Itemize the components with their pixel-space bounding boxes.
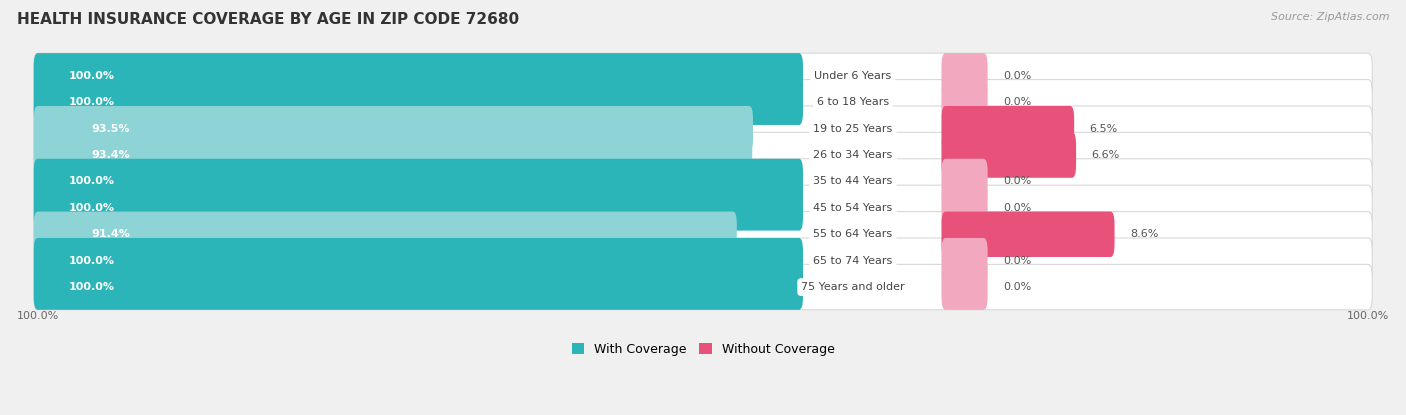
FancyBboxPatch shape — [942, 264, 987, 310]
Text: 0.0%: 0.0% — [1002, 97, 1031, 107]
Text: 93.5%: 93.5% — [91, 124, 129, 134]
FancyBboxPatch shape — [942, 80, 987, 125]
FancyBboxPatch shape — [34, 185, 1372, 231]
Text: HEALTH INSURANCE COVERAGE BY AGE IN ZIP CODE 72680: HEALTH INSURANCE COVERAGE BY AGE IN ZIP … — [17, 12, 519, 27]
FancyBboxPatch shape — [34, 238, 1372, 283]
FancyBboxPatch shape — [942, 238, 987, 283]
FancyBboxPatch shape — [34, 132, 1372, 178]
Text: 0.0%: 0.0% — [1002, 71, 1031, 81]
Text: 100.0%: 100.0% — [69, 176, 114, 186]
FancyBboxPatch shape — [34, 264, 803, 310]
Legend: With Coverage, Without Coverage: With Coverage, Without Coverage — [572, 343, 834, 356]
FancyBboxPatch shape — [34, 185, 803, 231]
Text: 100.0%: 100.0% — [69, 203, 114, 213]
Text: 100.0%: 100.0% — [69, 256, 114, 266]
Text: 91.4%: 91.4% — [91, 229, 131, 239]
FancyBboxPatch shape — [34, 212, 1372, 257]
Text: Under 6 Years: Under 6 Years — [814, 71, 891, 81]
FancyBboxPatch shape — [34, 53, 1372, 98]
FancyBboxPatch shape — [942, 185, 987, 231]
Text: 0.0%: 0.0% — [1002, 203, 1031, 213]
FancyBboxPatch shape — [34, 159, 803, 204]
Text: 0.0%: 0.0% — [1002, 256, 1031, 266]
FancyBboxPatch shape — [34, 53, 803, 98]
FancyBboxPatch shape — [942, 132, 1076, 178]
Text: 6 to 18 Years: 6 to 18 Years — [817, 97, 889, 107]
Text: 93.4%: 93.4% — [91, 150, 131, 160]
Text: 65 to 74 Years: 65 to 74 Years — [814, 256, 893, 266]
Text: 6.6%: 6.6% — [1091, 150, 1119, 160]
FancyBboxPatch shape — [34, 238, 803, 283]
Text: 0.0%: 0.0% — [1002, 282, 1031, 292]
FancyBboxPatch shape — [34, 159, 1372, 204]
FancyBboxPatch shape — [34, 80, 803, 125]
FancyBboxPatch shape — [34, 80, 1372, 125]
Text: 8.6%: 8.6% — [1130, 229, 1159, 239]
FancyBboxPatch shape — [34, 212, 737, 257]
Text: 100.0%: 100.0% — [69, 282, 114, 292]
Text: 0.0%: 0.0% — [1002, 176, 1031, 186]
Text: 100.0%: 100.0% — [69, 97, 114, 107]
FancyBboxPatch shape — [942, 159, 987, 204]
Text: 45 to 54 Years: 45 to 54 Years — [814, 203, 893, 213]
Text: Source: ZipAtlas.com: Source: ZipAtlas.com — [1271, 12, 1389, 22]
Text: 75 Years and older: 75 Years and older — [801, 282, 905, 292]
FancyBboxPatch shape — [34, 106, 754, 151]
FancyBboxPatch shape — [34, 132, 752, 178]
Text: 55 to 64 Years: 55 to 64 Years — [814, 229, 893, 239]
FancyBboxPatch shape — [942, 212, 1115, 257]
FancyBboxPatch shape — [942, 106, 1074, 151]
FancyBboxPatch shape — [942, 53, 987, 98]
FancyBboxPatch shape — [34, 264, 1372, 310]
FancyBboxPatch shape — [34, 106, 1372, 151]
Text: 100.0%: 100.0% — [69, 71, 114, 81]
Text: 35 to 44 Years: 35 to 44 Years — [814, 176, 893, 186]
Text: 19 to 25 Years: 19 to 25 Years — [814, 124, 893, 134]
Text: 26 to 34 Years: 26 to 34 Years — [814, 150, 893, 160]
Text: 6.5%: 6.5% — [1090, 124, 1118, 134]
